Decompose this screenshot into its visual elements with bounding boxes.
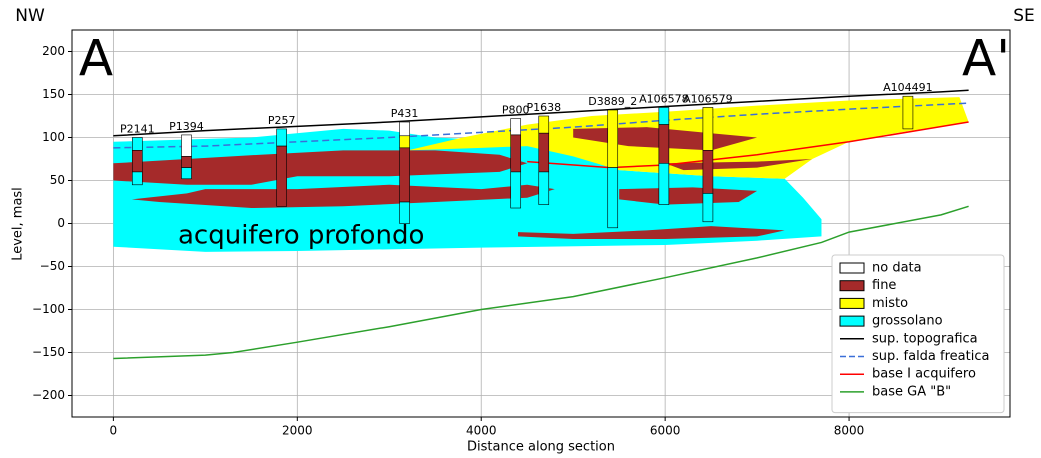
y-tick-label: −100 bbox=[32, 302, 65, 316]
borehole-label: P2141 bbox=[120, 123, 155, 136]
borehole-layer bbox=[659, 107, 669, 124]
legend-patch bbox=[840, 316, 864, 326]
borehole-layer bbox=[903, 96, 913, 129]
x-tick-label: 2000 bbox=[282, 424, 313, 438]
borehole-label: P257 bbox=[268, 114, 296, 127]
legend-label: base GA "B" bbox=[872, 384, 951, 399]
borehole-label: P800 bbox=[502, 104, 530, 117]
x-tick-label: 0 bbox=[110, 424, 118, 438]
borehole-label: D3889_2 bbox=[588, 95, 637, 108]
legend-patch bbox=[840, 263, 864, 273]
y-tick-label: −200 bbox=[32, 388, 65, 402]
borehole-layer bbox=[511, 172, 521, 208]
y-tick-label: 50 bbox=[50, 173, 65, 187]
borehole-layer bbox=[539, 172, 549, 205]
legend-patch bbox=[840, 298, 864, 308]
legend-label: sup. topografica bbox=[872, 331, 978, 346]
borehole-layer bbox=[703, 193, 713, 221]
y-tick-label: 200 bbox=[42, 44, 65, 58]
borehole-layer bbox=[400, 148, 410, 202]
section-end: A' bbox=[962, 30, 1010, 88]
legend-label: sup. falda freatica bbox=[872, 349, 989, 364]
legend-patch bbox=[840, 281, 864, 291]
x-tick-label: 8000 bbox=[834, 424, 865, 438]
borehole-layer bbox=[703, 107, 713, 150]
borehole-label: A106579 bbox=[683, 92, 733, 105]
y-tick-label: −50 bbox=[40, 259, 65, 273]
borehole-label: A104491 bbox=[883, 81, 933, 94]
legend-label: grossolano bbox=[872, 314, 943, 329]
borehole-layer bbox=[132, 172, 142, 185]
y-tick-label: 0 bbox=[57, 216, 65, 230]
y-axis-label: Level, masl bbox=[11, 187, 26, 261]
borehole-layer bbox=[511, 135, 521, 172]
legend-label: base I acquifero bbox=[872, 367, 976, 382]
borehole-layer bbox=[659, 125, 669, 164]
x-tick-label: 6000 bbox=[650, 424, 681, 438]
y-tick-label: 150 bbox=[42, 87, 65, 101]
borehole-layer bbox=[400, 122, 410, 136]
borehole-layer bbox=[400, 136, 410, 148]
x-tick-label: 4000 bbox=[466, 424, 497, 438]
borehole-layer bbox=[181, 156, 191, 167]
borehole-layer bbox=[277, 146, 287, 206]
chart: NW SE Distance along section Level, masl… bbox=[0, 0, 1041, 458]
annotation: acquifero profondo bbox=[178, 221, 424, 251]
borehole-layer bbox=[539, 116, 549, 133]
y-tick-label: −150 bbox=[32, 345, 65, 359]
borehole-layer bbox=[608, 168, 618, 228]
borehole-layer bbox=[181, 168, 191, 179]
borehole-layer bbox=[659, 163, 669, 204]
borehole-label: A106578 bbox=[639, 92, 689, 105]
corner-left: NW bbox=[15, 6, 45, 26]
borehole-layer bbox=[181, 135, 191, 157]
borehole-layer bbox=[608, 110, 618, 168]
y-tick-label: 100 bbox=[42, 130, 65, 144]
legend-label: misto bbox=[872, 296, 908, 311]
corner-right: SE bbox=[1013, 6, 1035, 26]
x-axis-label: Distance along section bbox=[467, 440, 615, 455]
borehole-layer bbox=[539, 133, 549, 172]
borehole-label: P1638 bbox=[526, 101, 561, 114]
borehole-layer bbox=[703, 150, 713, 193]
borehole-layer bbox=[277, 129, 287, 146]
legend-label: no data bbox=[872, 261, 922, 276]
borehole-layer bbox=[132, 150, 142, 172]
borehole-label: P431 bbox=[391, 107, 419, 120]
borehole-layer bbox=[132, 138, 142, 151]
section-start: A bbox=[79, 30, 113, 88]
borehole-layer bbox=[511, 119, 521, 135]
borehole-label: P1394 bbox=[169, 120, 204, 133]
legend-label: fine bbox=[872, 278, 896, 293]
